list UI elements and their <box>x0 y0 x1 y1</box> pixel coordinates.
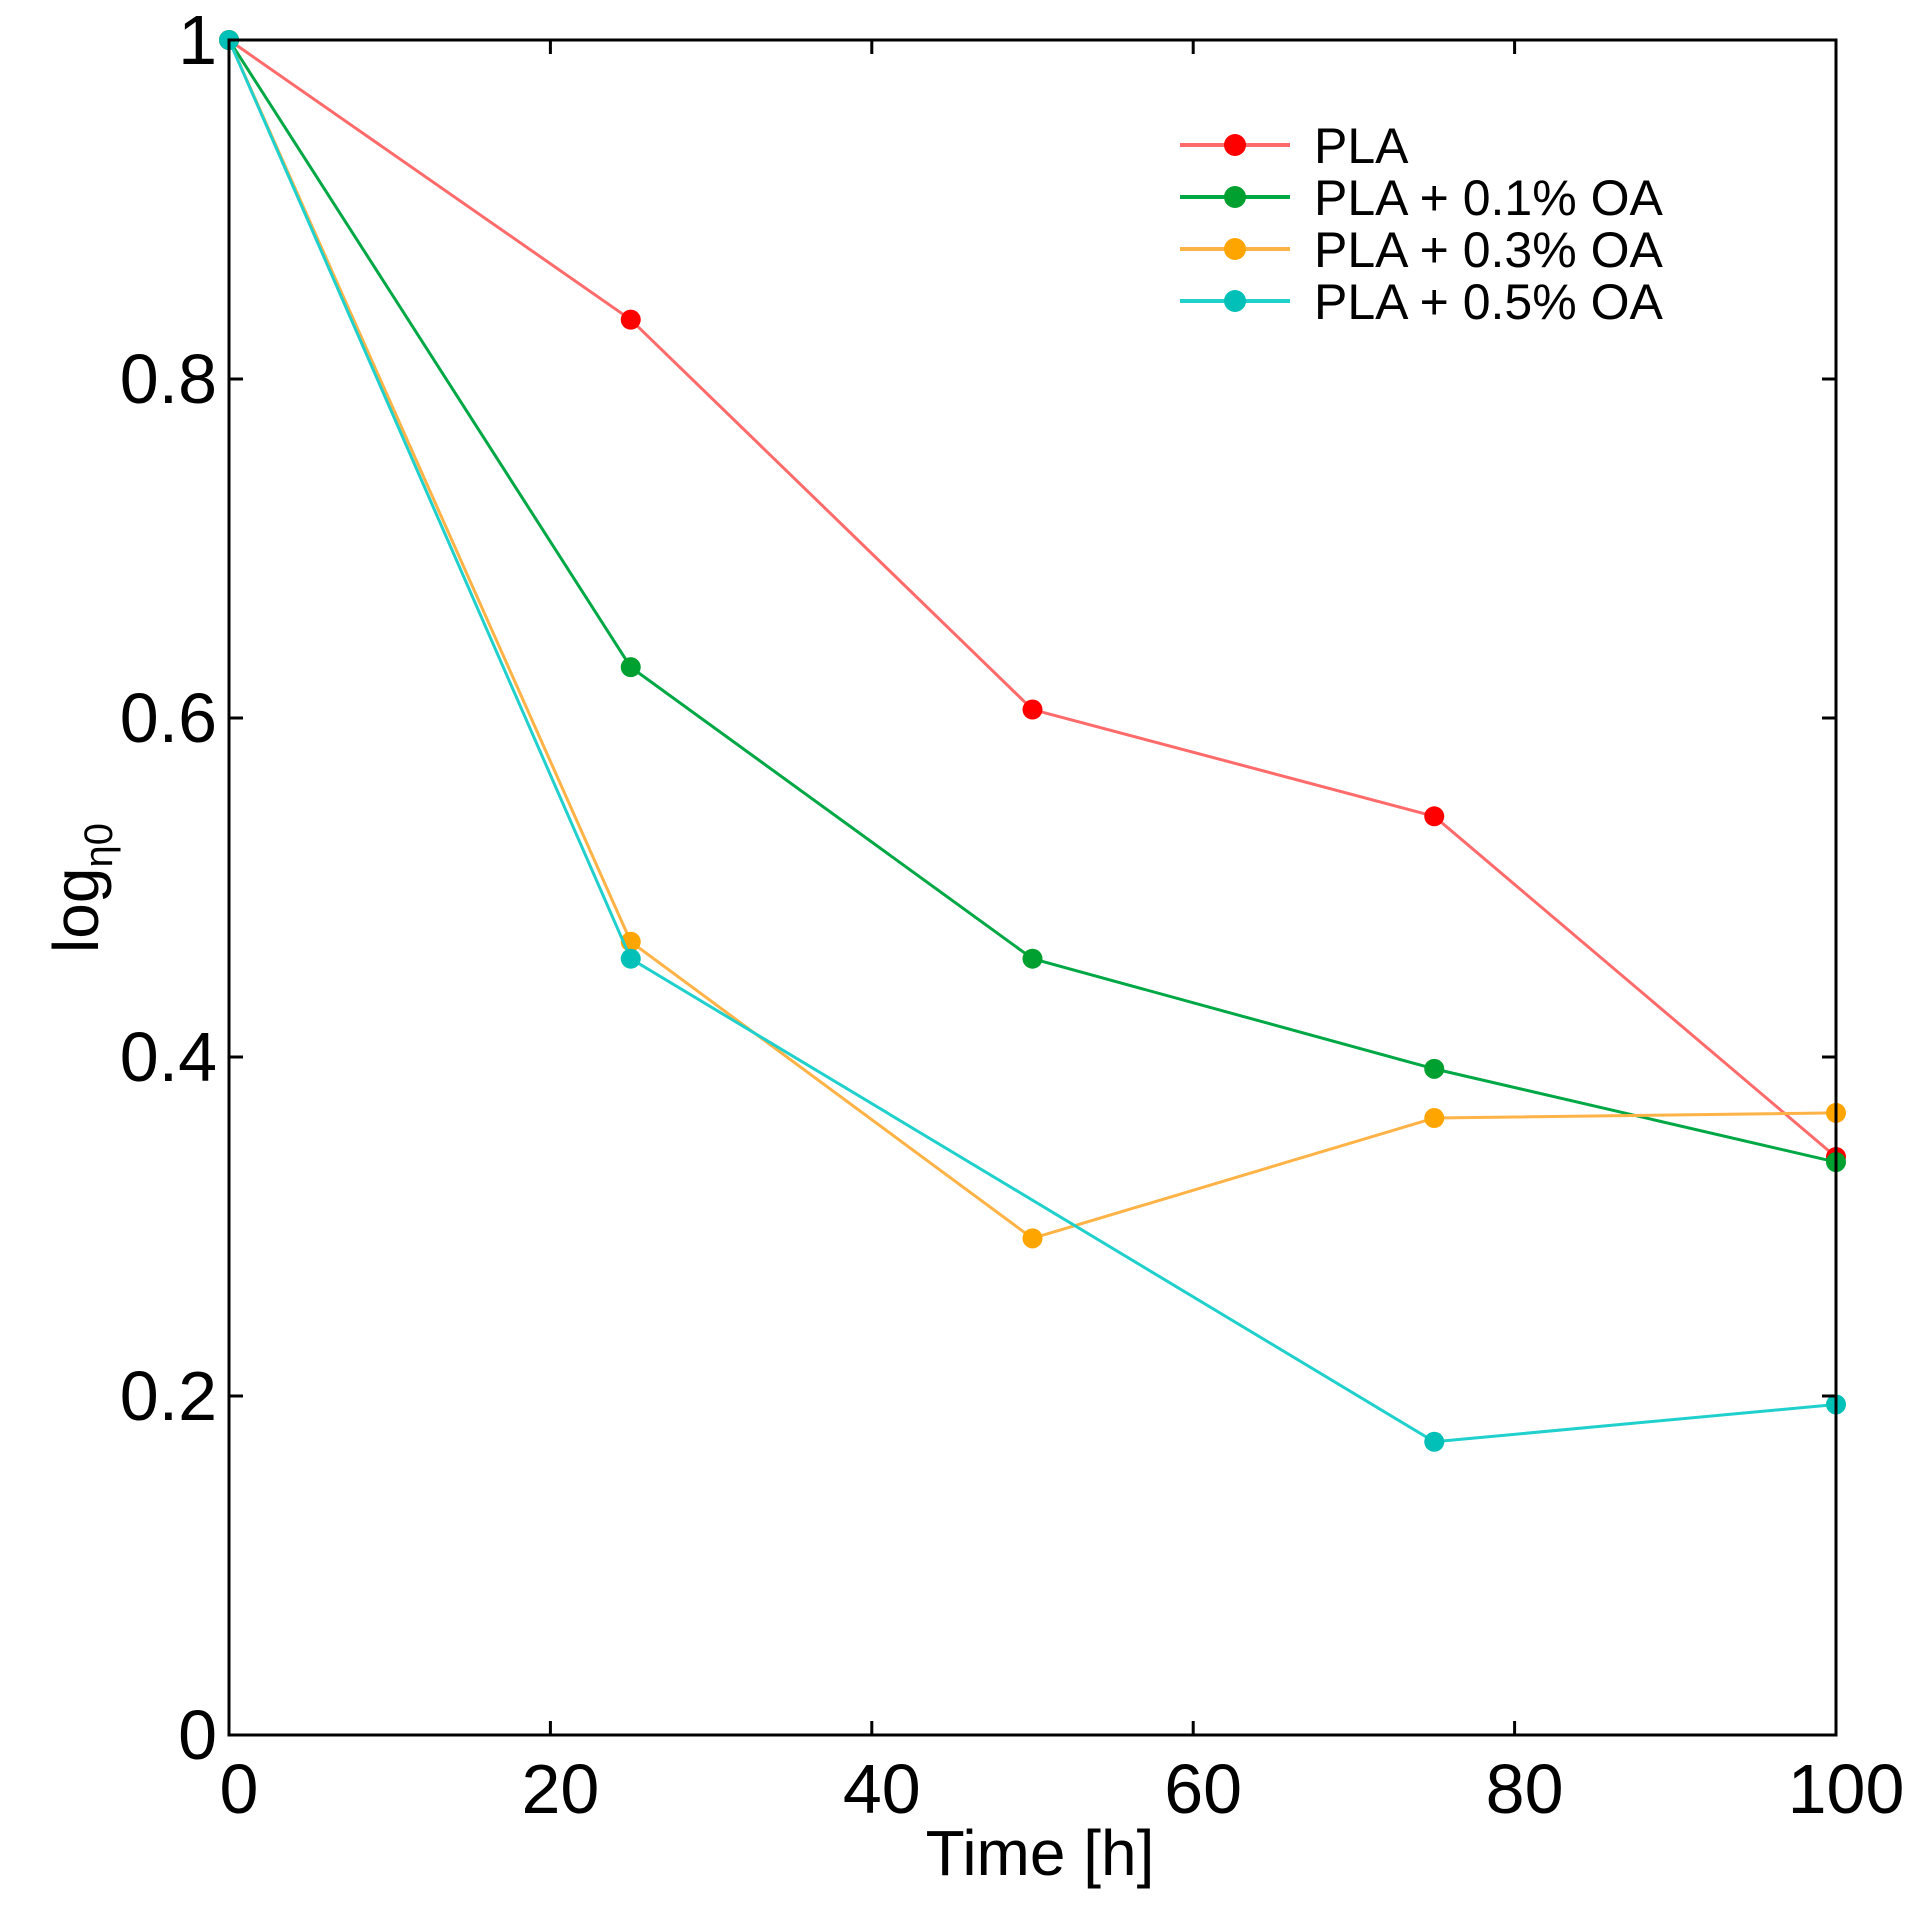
data-point <box>1022 948 1043 969</box>
data-point <box>1022 699 1043 720</box>
plot-frame <box>227 38 1838 1737</box>
legend-marker <box>1224 238 1246 260</box>
y-tick-label: 1 <box>178 1 217 79</box>
data-point <box>1424 1058 1445 1079</box>
data-point <box>620 657 641 678</box>
legend-label: PLA <box>1314 118 1409 174</box>
y-tick-label: 0.4 <box>120 1018 217 1096</box>
x-tick-label: 80 <box>1486 1750 1564 1828</box>
data-point <box>1022 1228 1043 1249</box>
y-tick-label: 0.2 <box>120 1357 217 1435</box>
x-tick-label: 20 <box>521 1750 599 1828</box>
legend-label: PLA + 0.1% OA <box>1314 170 1663 226</box>
legend-marker <box>1224 186 1246 208</box>
y-tick-label: 0.8 <box>120 340 217 418</box>
x-axis-title: Time [h] <box>926 1817 1155 1889</box>
series-layer <box>219 30 1846 1452</box>
x-tick-label: 60 <box>1164 1750 1242 1828</box>
y-axis-title: logη0 <box>40 823 121 953</box>
legend-marker <box>1224 134 1246 156</box>
legend-label: PLA + 0.3% OA <box>1314 222 1663 278</box>
svg-text:logη0: logη0 <box>40 823 121 953</box>
y-tick-label: 0 <box>178 1696 217 1774</box>
series-line <box>227 39 1837 1444</box>
data-point <box>1424 806 1445 827</box>
data-point <box>1424 1108 1445 1129</box>
x-tick-label: 40 <box>843 1750 921 1828</box>
data-point <box>1424 1431 1445 1452</box>
data-point <box>620 948 641 969</box>
y-axis-title-sub: η0 <box>77 823 121 868</box>
data-point <box>620 309 641 330</box>
legend-marker <box>1224 290 1246 312</box>
y-axis-title-main: log <box>40 868 112 953</box>
ticks-layer: 0 20 40 60 80 100 0 0.2 0.4 0.6 0.8 1 <box>120 1 1905 1828</box>
legend-label: PLA + 0.5% OA <box>1314 274 1663 330</box>
x-tick-label: 100 <box>1788 1750 1905 1828</box>
x-tick-label: 0 <box>220 1750 259 1828</box>
y-tick-label: 0.6 <box>120 679 217 757</box>
